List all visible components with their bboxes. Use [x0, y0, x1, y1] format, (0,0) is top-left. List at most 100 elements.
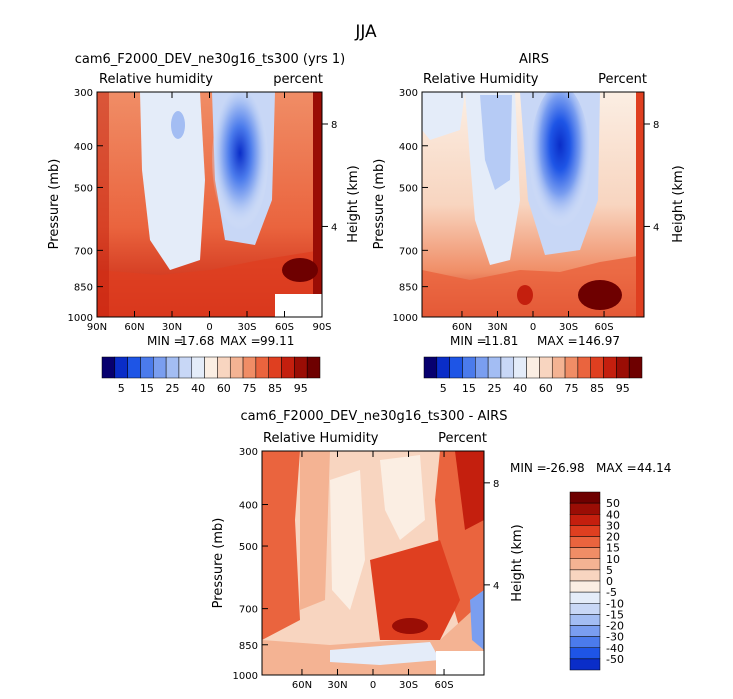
x-tick-label: 60S [595, 322, 614, 333]
axis-ticks: 300 400 500 700 850 1000 8 4 90N 60N 30N 0 30S 60S 90S [68, 88, 338, 333]
colorbar-swatch [551, 356, 566, 379]
colorbar-swatch [114, 356, 128, 379]
x-tick-label: 60S [435, 680, 454, 691]
colorbar-swatch [165, 356, 180, 379]
colorbar-label: 40 [606, 508, 620, 521]
colorbar-label: 5 [118, 382, 125, 395]
colorbar-label: 60 [217, 382, 231, 395]
colorbar-label: 75 [564, 382, 578, 395]
units-label: percent [273, 72, 323, 87]
colorbar-swatch [569, 569, 601, 582]
colorbar-swatch [569, 603, 601, 615]
colorbar-label: 25 [166, 382, 180, 395]
colorbar-swatch [616, 356, 630, 379]
x-tick-label: 30S [559, 322, 578, 333]
colorbar-label: 5 [606, 564, 613, 577]
x-tick-label: 90N [87, 322, 107, 333]
colorbar-label: 85 [590, 382, 604, 395]
panel-title: AIRS [519, 52, 549, 67]
x-tick-label: 60N [452, 322, 472, 333]
colorbar: 5 15 25 40 60 75 85 95 [101, 356, 321, 395]
colorbar-label: 75 [242, 382, 256, 395]
y2-tick-label: 4 [653, 222, 659, 233]
colorbar-swatch [475, 356, 489, 379]
colorbar-swatch [140, 356, 154, 379]
colorbar-swatch [569, 658, 601, 671]
panel-title: cam6_F2000_DEV_ne30g16_ts300 - AIRS [241, 409, 508, 424]
colorbar-swatch [487, 356, 502, 379]
colorbar-swatch [242, 356, 257, 379]
stats: MIN = 17.68 MAX = 99.11 [147, 334, 294, 348]
min-value: -26.98 [546, 461, 585, 475]
y-axis-label: Pressure (mb) [372, 159, 387, 250]
stats: MIN = 11.81 MAX = 146.97 [450, 334, 620, 348]
colorbar-swatch [590, 356, 604, 379]
colorbar-swatch [153, 356, 167, 379]
colorbar-swatch [603, 356, 617, 379]
colorbar-swatch [101, 356, 116, 379]
max-label: MAX = [537, 334, 578, 348]
y-axis-label: Pressure (mb) [47, 159, 62, 250]
y-tick-label: 400 [239, 501, 258, 512]
min-label: MIN = [510, 461, 547, 475]
y-tick-label: 850 [399, 283, 418, 294]
colorbar-swatch [281, 356, 295, 379]
colorbar-swatch [178, 356, 193, 379]
y2-axis-label: Height (km) [346, 165, 361, 242]
colorbar-swatch [569, 502, 601, 515]
colorbar-swatch [569, 614, 601, 626]
contour-field [97, 92, 322, 317]
y-tick-label: 300 [399, 88, 418, 99]
min-value: 11.81 [484, 334, 518, 348]
x-tick-label: 90S [312, 322, 331, 333]
y-tick-label: 400 [399, 142, 418, 153]
variable-label: Relative humidity [99, 72, 213, 87]
max-value: 99.11 [260, 334, 294, 348]
y2-tick-label: 4 [331, 222, 337, 233]
colorbar-swatch [577, 356, 591, 379]
stats: MIN = -26.98 MAX = 44.14 [510, 461, 671, 475]
min-label: MIN = [147, 334, 184, 348]
x-tick-label: 0 [206, 322, 212, 333]
colorbar-label: 95 [616, 382, 630, 395]
y2-tick-label: 8 [653, 120, 659, 131]
colorbar-label: 0 [606, 575, 613, 588]
panel-model: cam6_F2000_DEV_ne30g16_ts300 (yrs 1) Rel… [47, 52, 361, 395]
y2-tick-label: 4 [493, 581, 499, 592]
x-tick-label: 30N [487, 322, 507, 333]
axis-ticks: 300 400 500 700 850 1000 8 4 60N 30N 0 30S 60S [393, 88, 660, 333]
colorbar-swatch [204, 356, 218, 379]
y-tick-label: 850 [239, 641, 258, 652]
colorbar-swatch [191, 356, 205, 379]
min-label: MIN = [450, 334, 487, 348]
colorbar-label: 40 [191, 382, 205, 395]
colorbar-label: 15 [140, 382, 154, 395]
y-tick-label: 700 [239, 605, 258, 616]
colorbar-swatch [569, 625, 601, 637]
variable-label: Relative Humidity [263, 431, 379, 446]
x-tick-label: 60N [124, 322, 144, 333]
colorbar-label: 10 [606, 553, 620, 566]
colorbar-label: -30 [606, 631, 624, 644]
min-value: 17.68 [180, 334, 214, 348]
variable-label: Relative Humidity [423, 72, 539, 87]
y-tick-label: 400 [74, 142, 93, 153]
colorbar-label: 15 [462, 382, 476, 395]
colorbar-swatch [569, 558, 601, 571]
colorbar-label: -20 [606, 620, 624, 633]
x-tick-label: 30N [327, 680, 347, 691]
y-tick-label: 500 [399, 183, 418, 194]
y-tick-label: 300 [239, 447, 258, 458]
contour-field [422, 92, 644, 317]
colorbar-swatch [569, 636, 601, 648]
colorbar-label: 20 [606, 531, 620, 544]
colorbar-label: 15 [606, 542, 620, 555]
colorbar-swatch [569, 514, 601, 526]
y-tick-label: 1000 [393, 313, 418, 324]
max-value: 44.14 [637, 461, 671, 475]
x-tick-label: 60N [292, 680, 312, 691]
colorbar-label: 25 [488, 382, 502, 395]
y-tick-label: 700 [399, 246, 418, 257]
units-label: Percent [438, 431, 487, 446]
